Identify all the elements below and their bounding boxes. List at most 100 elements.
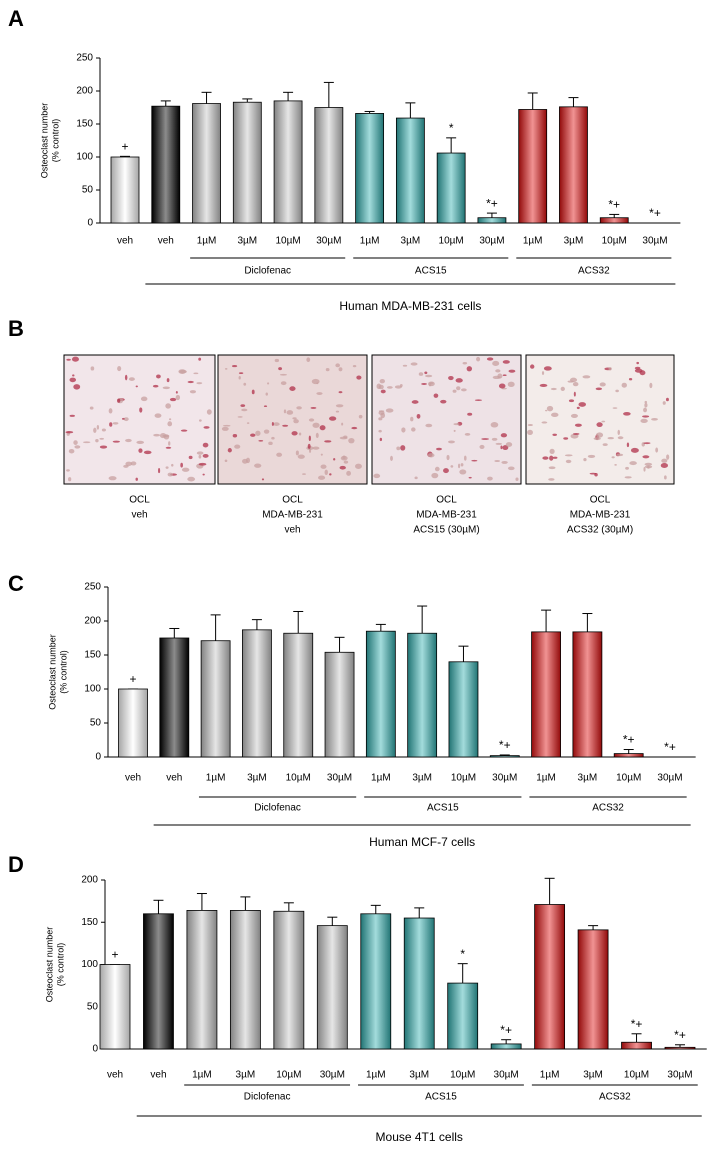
cell xyxy=(462,362,468,365)
cell xyxy=(450,465,454,468)
bar xyxy=(110,156,140,224)
cell xyxy=(548,466,556,470)
cell xyxy=(140,396,148,402)
y-tick-label: 100 xyxy=(84,684,101,695)
x-tick-label: 3µM xyxy=(578,773,598,784)
x-tick-label: 10µM xyxy=(276,1070,301,1081)
cell xyxy=(502,445,509,451)
x-tick-label: 1µM xyxy=(206,773,226,784)
cell xyxy=(68,477,72,482)
x-tick-label: 1µM xyxy=(197,236,217,247)
cell xyxy=(342,455,346,460)
cell xyxy=(356,375,362,380)
cell xyxy=(246,422,250,424)
cell xyxy=(466,366,473,372)
group-label: Diclofenac xyxy=(244,1092,291,1103)
cell xyxy=(642,415,650,418)
cell xyxy=(121,417,125,420)
cell xyxy=(297,454,305,459)
cell xyxy=(551,412,559,417)
image-caption: ACS15 (30µM) xyxy=(413,525,479,536)
cell xyxy=(130,461,137,466)
bar xyxy=(534,904,566,1050)
cell xyxy=(399,383,403,387)
cell xyxy=(276,452,283,457)
cell xyxy=(329,416,337,421)
x-tick-label: veh xyxy=(125,773,141,784)
cell xyxy=(189,390,196,394)
cell xyxy=(428,381,435,387)
cell xyxy=(541,421,548,424)
bar xyxy=(599,217,629,224)
cell xyxy=(640,418,648,424)
cell xyxy=(198,454,202,459)
cell xyxy=(500,433,508,438)
cell xyxy=(617,436,624,440)
image-caption: MDA-MB-231 xyxy=(262,510,323,521)
cell xyxy=(308,435,311,441)
cell xyxy=(65,431,74,434)
cell xyxy=(333,458,336,461)
cell xyxy=(117,366,122,372)
cell xyxy=(308,418,315,422)
cell xyxy=(117,398,121,403)
x-tick-label: 1µM xyxy=(523,236,543,247)
cell xyxy=(589,472,597,475)
cell xyxy=(572,381,579,387)
cell xyxy=(329,473,332,476)
cell xyxy=(570,413,578,418)
group-label: ACS15 xyxy=(427,803,459,814)
x-tick-label: 3µM xyxy=(237,236,257,247)
cell xyxy=(505,442,513,447)
x-tick-label: 10µM xyxy=(624,1070,649,1081)
cell xyxy=(494,459,501,463)
cell xyxy=(416,413,421,419)
x-tick-label: 30µM xyxy=(316,236,341,247)
bar xyxy=(477,217,507,224)
panel-label: D xyxy=(8,852,24,877)
cell xyxy=(621,382,627,388)
cell xyxy=(411,427,416,432)
y-tick-label: 250 xyxy=(84,582,101,593)
cell xyxy=(380,412,386,419)
cell xyxy=(434,466,440,472)
cell xyxy=(436,447,442,451)
cell xyxy=(612,407,618,409)
cell xyxy=(312,422,320,428)
x-axis-label: Human MDA-MB-231 cells xyxy=(339,299,481,313)
cell xyxy=(89,406,94,410)
x-tick-label: 3µM xyxy=(409,1070,429,1081)
x-axis-label: Mouse 4T1 cells xyxy=(376,1130,463,1144)
cell xyxy=(487,476,493,481)
cell xyxy=(158,467,161,474)
x-tick-label: 3µM xyxy=(236,1070,256,1081)
cell xyxy=(643,442,651,445)
cell xyxy=(232,434,238,438)
group-label: ACS32 xyxy=(592,803,624,814)
cell xyxy=(471,459,478,462)
significance-mark: *+ xyxy=(608,198,620,212)
cell xyxy=(379,437,383,442)
cell xyxy=(464,455,467,461)
cell xyxy=(139,407,143,413)
cell xyxy=(280,381,287,386)
cell xyxy=(490,422,499,428)
cell xyxy=(72,374,75,377)
x-tick-label: 1µM xyxy=(536,773,556,784)
cell xyxy=(125,461,133,467)
cell xyxy=(611,456,615,459)
cell xyxy=(546,405,554,412)
cell xyxy=(271,422,274,426)
cell xyxy=(166,378,170,383)
cell xyxy=(179,369,187,374)
cell xyxy=(238,372,244,375)
cell xyxy=(664,475,667,480)
cell xyxy=(628,378,633,381)
cell xyxy=(255,430,261,436)
y-tick-label: 150 xyxy=(76,119,93,130)
cell xyxy=(644,400,648,404)
group-label: ACS32 xyxy=(599,1092,631,1103)
cell xyxy=(468,476,472,479)
cell xyxy=(196,451,204,455)
panel-label: C xyxy=(8,571,24,596)
